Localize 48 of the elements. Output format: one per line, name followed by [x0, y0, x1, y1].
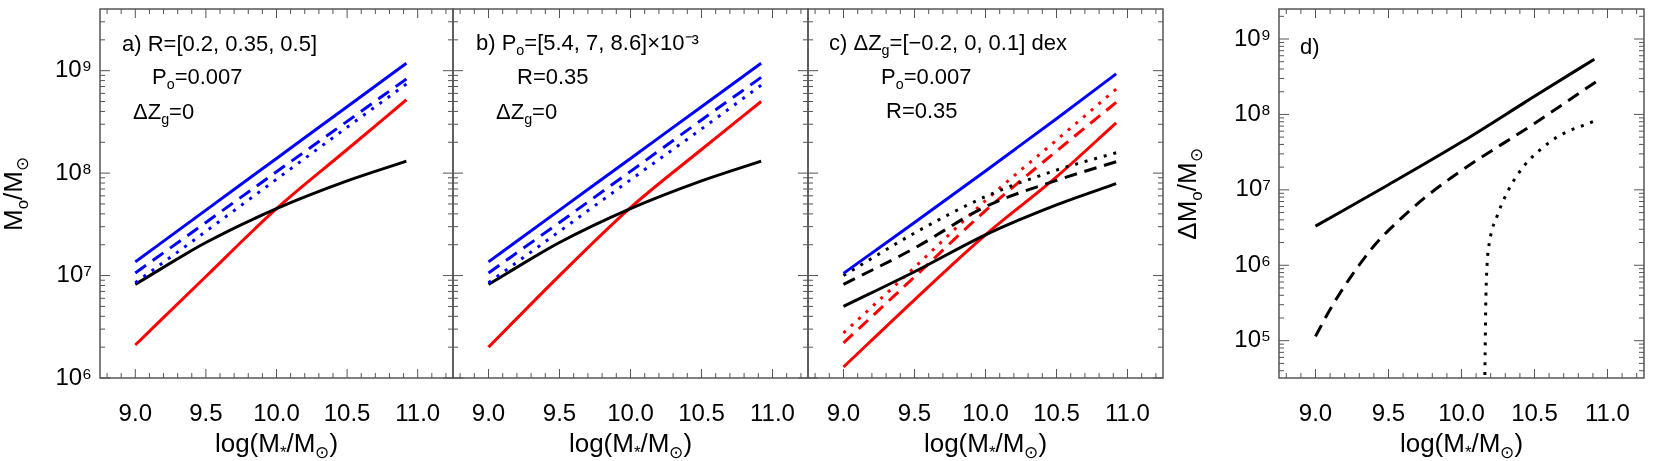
line-series — [133, 98, 408, 347]
x-tick-label: 10.5 — [1033, 399, 1080, 427]
line-series — [1314, 80, 1598, 338]
x-tick-label: 9.5 — [1371, 399, 1406, 427]
x-tick-label: 10.0 — [607, 399, 654, 427]
x-tick-label: 11.0 — [1105, 399, 1150, 427]
x-axis-title: log(M$_{*}$/M$_{⊙}$) — [214, 428, 339, 461]
x-tick-label: 9.0 — [1298, 399, 1333, 427]
annotation: c) ΔZ$_{g}$=[−0.2, 0, 0.1] dex — [829, 30, 1067, 61]
annotation: b) P$_{o}$=[5.4, 7, 8.6]×10⁻³ — [476, 30, 699, 61]
x-axis-title: log(M$_{*}$/M$_{⊙}$) — [1399, 428, 1524, 461]
x-tick-label: 10.0 — [253, 399, 300, 427]
annotation: ΔZ$_{g}$=0 — [496, 99, 558, 130]
line-series — [133, 159, 408, 286]
y-tick-label: 10⁹ — [55, 55, 92, 83]
x-axis-title: log(M$_{*}$/M$_{⊙}$) — [568, 428, 693, 461]
x-tick-label: 10.5 — [678, 399, 725, 427]
x-tick-label: 11.0 — [750, 399, 795, 427]
annotation: R=0.35 — [517, 64, 589, 90]
y-tick-label: 10⁹ — [1234, 23, 1271, 51]
x-tick-label: 11.0 — [395, 399, 441, 427]
y-tick-label: 10⁷ — [1235, 174, 1271, 202]
x-tick-label: 10.0 — [1438, 399, 1485, 427]
x-tick-label: 10.0 — [962, 399, 1009, 427]
annotation: a) R=[0.2, 0.35, 0.5] — [122, 31, 318, 57]
x-tick-label: 11.0 — [1585, 399, 1630, 427]
x-tick-label: 10.5 — [1511, 399, 1558, 427]
x-tick-label: 9.0 — [118, 399, 152, 427]
x-tick-label: 9.0 — [471, 399, 506, 427]
y-tick-label: 10⁸ — [1234, 99, 1271, 127]
x-tick-label: 9.5 — [542, 399, 577, 427]
annotation: d) — [1300, 34, 1320, 60]
y-tick-label: 10⁶ — [55, 362, 92, 390]
annotation: ΔZ$_{g}$=0 — [133, 99, 195, 130]
x-tick-label: 10.5 — [323, 399, 371, 427]
annotation: P$_{o}$=0.007 — [881, 64, 972, 95]
y-tick-label: 10⁵ — [1234, 325, 1271, 353]
annotation: R=0.35 — [886, 98, 958, 124]
line-series — [1314, 57, 1596, 228]
x-tick-label: 9.5 — [189, 399, 223, 427]
y-tick-label: 10⁶ — [1234, 249, 1271, 277]
x-tick-label: 9.5 — [897, 399, 932, 427]
x-tick-label: 9.0 — [826, 399, 861, 427]
x-axis-title: log(M$_{*}$/M$_{⊙}$) — [923, 428, 1048, 461]
line-series — [1483, 120, 1595, 377]
y-tick-label: 10⁷ — [56, 260, 92, 288]
y-tick-label: 10⁸ — [55, 157, 92, 185]
annotation: P$_{o}$=0.007 — [152, 64, 243, 95]
